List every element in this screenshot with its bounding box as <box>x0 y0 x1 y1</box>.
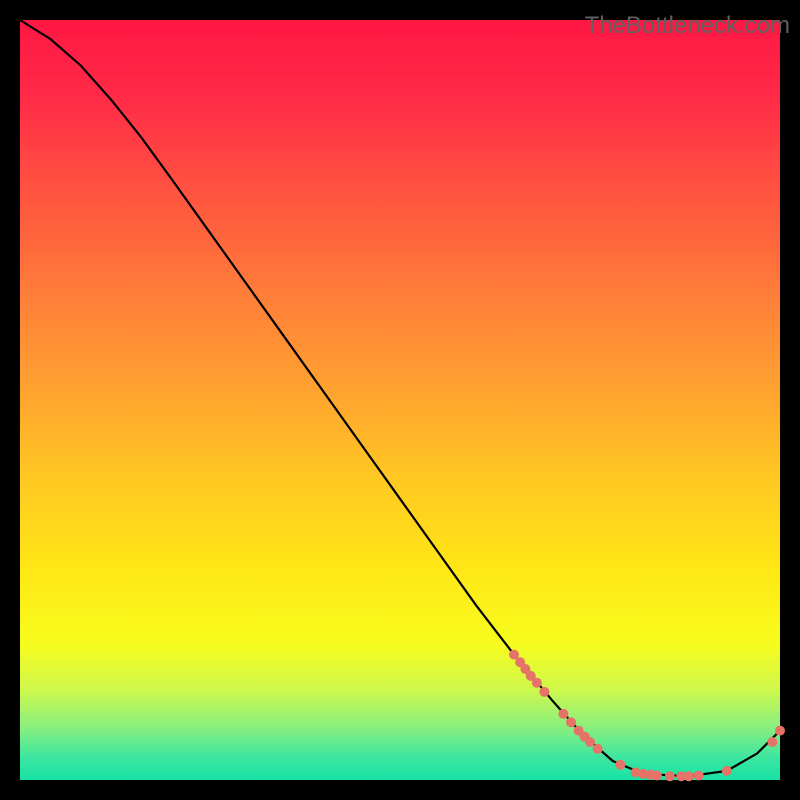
data-marker <box>532 678 542 688</box>
data-marker <box>722 766 732 776</box>
data-marker <box>694 770 704 780</box>
data-marker <box>652 770 662 780</box>
branding-label: TheBottleneck.com <box>585 12 790 39</box>
data-marker <box>665 771 675 781</box>
data-marker <box>615 760 625 770</box>
data-marker <box>684 771 694 781</box>
data-marker <box>775 726 785 736</box>
data-marker <box>585 737 595 747</box>
plot-background <box>20 20 780 780</box>
chart-container: TheBottleneck.com <box>0 0 800 800</box>
data-marker <box>539 687 549 697</box>
chart-svg: TheBottleneck.com <box>0 0 800 800</box>
data-marker <box>767 737 777 747</box>
data-marker <box>593 744 603 754</box>
data-marker <box>566 717 576 727</box>
data-marker <box>558 709 568 719</box>
